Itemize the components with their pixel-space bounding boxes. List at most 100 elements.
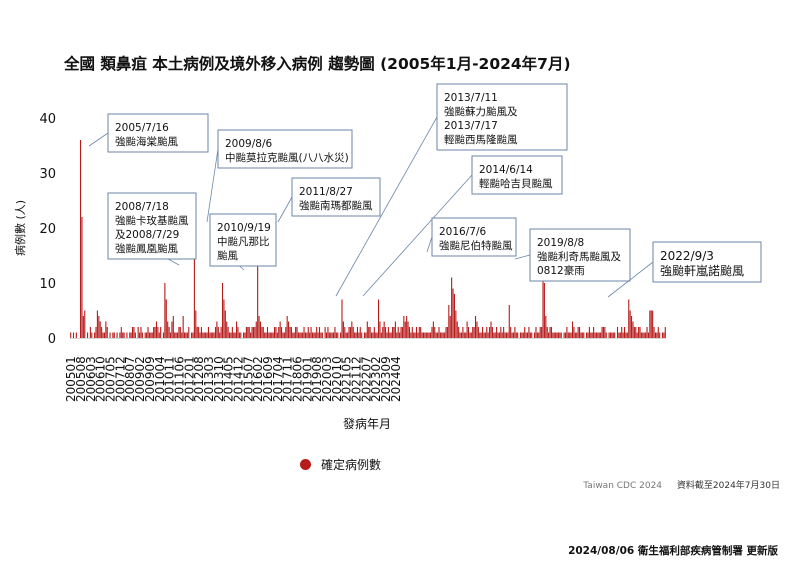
bar [236,321,238,338]
bar [150,332,152,338]
x-tick-label: 201004 [153,356,167,402]
bar [105,321,107,338]
x-tick-label: 201507 [241,356,255,402]
bar [269,332,271,338]
bar [255,321,257,338]
x-tick-label: 202003 [320,356,334,402]
bar [188,327,190,338]
bar [191,332,193,338]
bar [555,332,557,338]
y-tick-label: 10 [39,277,56,292]
bar [407,321,409,338]
bar [626,332,628,338]
bar [503,327,505,338]
bar [203,332,205,338]
bar [400,327,402,338]
annotation-text: 2016/7/6 [439,226,486,238]
bar [470,332,472,338]
bar [370,332,373,338]
x-tick-label: 201908 [310,356,324,402]
bar [602,327,605,338]
bar [213,332,215,338]
bar [487,332,489,338]
bar [176,332,179,338]
bar [383,321,385,338]
bar [597,332,599,338]
bar [410,332,412,338]
bar [275,327,277,338]
bar [386,332,388,338]
bar [401,327,403,338]
x-tick-label: 201806 [291,356,305,402]
bar [164,283,166,338]
bar [420,327,422,338]
bar [279,321,281,338]
bar [619,332,621,338]
bar [290,327,292,338]
bar [195,310,197,338]
bar [369,327,371,338]
bar [460,332,463,338]
annotation-leader [88,132,109,147]
bar [89,327,91,338]
bar [207,327,210,338]
bar [103,332,105,338]
bar [375,332,377,338]
bar [337,332,339,338]
bar [472,327,474,338]
annotation-box [652,241,762,283]
bar [574,332,576,338]
bar [223,299,225,338]
bar [559,332,561,338]
bar [442,332,444,338]
bar [234,332,236,338]
bar [600,332,602,338]
bar [609,332,612,338]
annotation-text: 強颱蘇力颱風及 [444,105,518,118]
bar [321,332,323,338]
bar [171,321,173,338]
bar [418,327,420,338]
x-tick-label: 201602 [251,356,265,402]
legend-label: 確定病例數 [321,458,382,472]
bar [593,327,595,338]
bar [283,332,285,338]
bar [116,332,118,338]
bar [311,332,314,338]
annotation-text: 2013/7/17 [444,120,498,132]
bar [205,332,207,338]
bar [432,321,434,338]
x-tick-label: 201310 [212,356,226,402]
bar [278,327,280,338]
bar [327,327,329,338]
bar [650,310,652,338]
x-tick-label: 202207 [359,356,373,402]
bar [72,332,75,338]
bar [588,327,590,338]
x-tick-label: 200807 [123,356,137,402]
annotation-text: 強颱利奇馬颱風及 [537,250,621,263]
bar [345,332,347,338]
bar [463,332,465,338]
bar [594,332,596,338]
bar [94,332,96,338]
bar [573,327,575,338]
x-tick-label: 201711 [281,356,295,402]
bars [70,140,666,338]
bar [210,332,212,338]
bar [564,332,567,338]
bar [459,332,461,338]
bar [303,327,305,338]
bar [87,332,89,338]
bar [435,332,437,338]
bar [230,332,232,338]
x-tick-label: 201201 [182,356,196,402]
bar [313,332,315,338]
bar [519,332,522,338]
bar [501,332,503,338]
annotation-text: 2013/7/11 [444,92,498,104]
